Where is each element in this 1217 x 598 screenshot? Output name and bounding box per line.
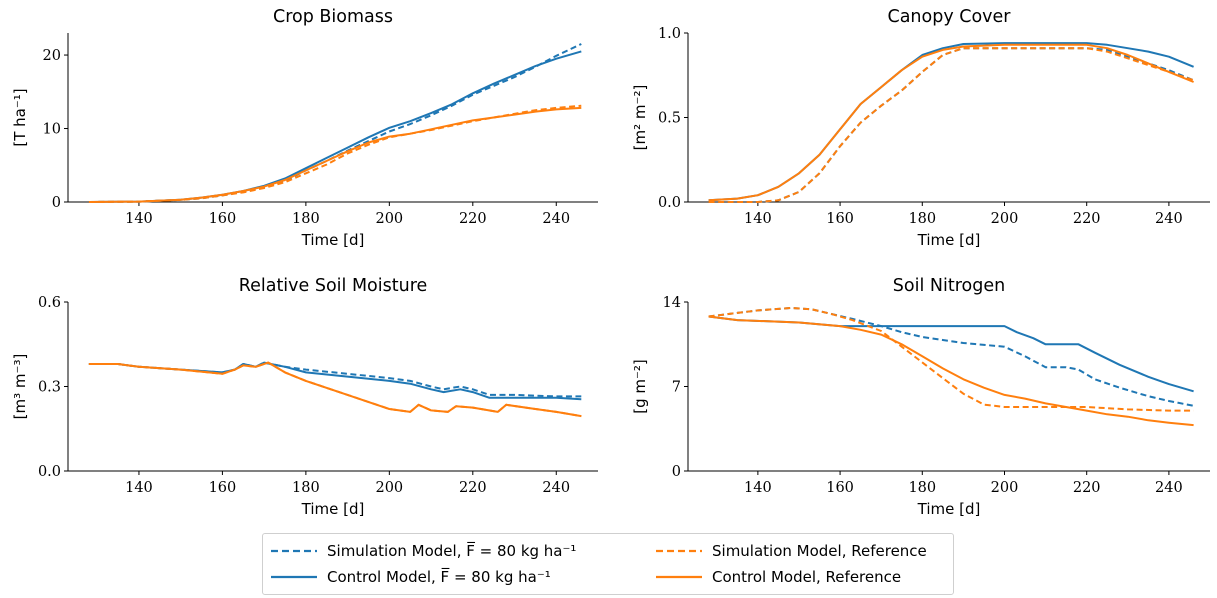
chart-title: Canopy Cover — [887, 7, 1011, 27]
legend-item-sim-ref: Simulation Model, Reference — [656, 539, 927, 563]
x-tick-label: 220 — [1073, 211, 1101, 227]
x-tick-label: 240 — [542, 480, 570, 496]
series-line-3 — [708, 307, 1194, 412]
y-tick-label: 0 — [52, 195, 61, 211]
x-axis-label: Time [d] — [301, 231, 365, 249]
y-axis-label: [m² m⁻²] — [631, 85, 649, 151]
legend-label-ctrl-ref: Control Model, Reference — [712, 568, 902, 586]
legend-item-ctrl-80: Control Model, F̅ = 80 kg ha⁻¹ — [271, 565, 551, 589]
x-tick-label: 180 — [292, 480, 320, 496]
series-line-1 — [88, 43, 582, 203]
series-line-4 — [88, 361, 582, 418]
series-line-3 — [88, 361, 582, 418]
legend-item-sim-80: Simulation Model, F̅ = 80 kg ha⁻¹ — [271, 539, 576, 563]
x-tick-label: 200 — [991, 211, 1019, 227]
x-tick-label: 140 — [125, 480, 153, 496]
y-axis-label: [g m⁻²] — [631, 359, 649, 414]
series-line-2 — [88, 50, 582, 203]
x-tick-label: 220 — [459, 480, 487, 496]
y-axis-label: [T ha⁻¹] — [11, 88, 29, 146]
x-tick-label: 180 — [908, 211, 936, 227]
x-tick-label: 160 — [826, 480, 854, 496]
legend-label-sim-ref: Simulation Model, Reference — [712, 542, 927, 560]
x-tick-label: 160 — [826, 211, 854, 227]
series-line-4 — [708, 315, 1194, 427]
x-axis-label: Time [d] — [301, 500, 365, 518]
y-tick-label: 0.5 — [658, 111, 681, 127]
chart-panel-1: 140 160 180 200 220 240 0 10 20 Crop Biomass Time … — [11, 7, 598, 249]
y-tick-label: 10 — [43, 122, 61, 138]
x-tick-label: 200 — [375, 211, 403, 227]
x-axis-label: Time [d] — [917, 500, 981, 518]
y-tick-label: 0.6 — [38, 295, 61, 311]
series-line-3 — [708, 47, 1194, 203]
x-tick-label: 220 — [459, 211, 487, 227]
x-tick-label: 200 — [991, 480, 1019, 496]
y-tick-label: 0 — [672, 464, 681, 480]
legend-item-ctrl-ref: Control Model, Reference — [656, 565, 901, 589]
series-line-1 — [708, 47, 1194, 203]
y-tick-label: 1.0 — [658, 26, 681, 42]
x-tick-label: 240 — [542, 211, 570, 227]
legend-label-sim-80: Simulation Model, F̅ = 80 kg ha⁻¹ — [327, 542, 577, 560]
y-tick-label: 14 — [663, 295, 681, 311]
x-tick-label: 180 — [908, 480, 936, 496]
x-tick-label: 140 — [125, 211, 153, 227]
series-line-4 — [88, 106, 582, 203]
series-line-1 — [88, 361, 582, 398]
y-tick-label: 0.3 — [38, 380, 61, 396]
x-tick-label: 140 — [744, 211, 772, 227]
x-tick-label: 220 — [1073, 480, 1101, 496]
x-tick-label: 240 — [1155, 211, 1183, 227]
series-line-2 — [708, 315, 1194, 393]
chart-title: Crop Biomass — [273, 7, 393, 27]
legend-swatch-sim-80 — [271, 549, 317, 553]
y-tick-label: 7 — [672, 380, 681, 396]
series-line-2 — [708, 42, 1194, 202]
y-tick-label: 0.0 — [38, 464, 61, 480]
x-tick-label: 160 — [209, 211, 237, 227]
chart-title: Soil Nitrogen — [893, 276, 1005, 296]
series-line-4 — [708, 43, 1194, 202]
chart-panel-4: 140 160 180 200 220 240 0 7 14 Soil Nitrogen Time … — [631, 276, 1210, 518]
x-tick-label: 140 — [744, 480, 772, 496]
legend-label-ctrl-80: Control Model, F̅ = 80 kg ha⁻¹ — [327, 568, 551, 586]
x-tick-label: 160 — [209, 480, 237, 496]
y-tick-label: 20 — [43, 48, 61, 64]
chart-panel-3: 140 160 180 200 220 240 0.0 0.3 0.6 Relative Soil… — [11, 276, 598, 518]
legend-swatch-ctrl-80 — [271, 575, 317, 579]
chart-panel-2: 140 160 180 200 220 240 0.0 0.5 1.0 Canopy Cover T… — [631, 7, 1210, 249]
x-tick-label: 200 — [375, 480, 403, 496]
chart-title: Relative Soil Moisture — [239, 276, 428, 296]
x-tick-label: 180 — [292, 211, 320, 227]
x-tick-label: 240 — [1155, 480, 1183, 496]
legend-swatch-sim-ref — [656, 549, 702, 553]
y-tick-label: 0.0 — [658, 195, 681, 211]
legend-swatch-ctrl-ref — [656, 575, 702, 579]
legend: Simulation Model, F̅ = 80 kg ha⁻¹ Simula… — [262, 533, 954, 595]
x-axis-label: Time [d] — [917, 231, 981, 249]
y-axis-label: [m³ m⁻³] — [11, 354, 29, 420]
